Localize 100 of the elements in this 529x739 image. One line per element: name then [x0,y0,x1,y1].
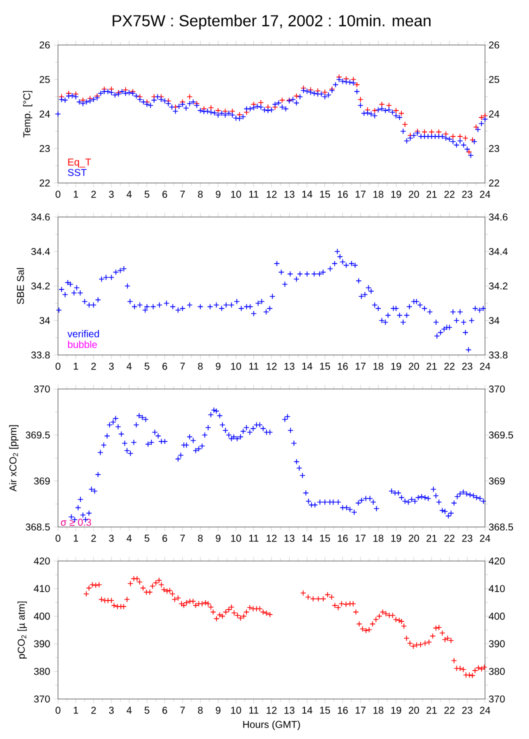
x-tick-label: 6 [162,534,168,542]
x-tick-label: 15 [320,706,330,714]
x-tick-label: 9 [216,362,220,370]
y2-tick-label: 380 [488,668,505,675]
x-tick-label: 10 [231,190,242,198]
annotation: σ ≥ 0.3 [60,518,92,526]
x-tick-label: 22 [444,534,454,542]
x-tick-label: 17 [356,362,366,370]
y-axis-title: Air xCO$_{2}$ [ppm] [9,425,18,492]
y-tick-label: 369.5 [26,431,50,439]
x-tick-label: 20 [408,534,419,542]
series-label: verified [67,330,99,338]
x-tick-label: 24 [480,534,490,542]
y-tick-label: 410 [34,585,50,592]
y-axis-title: pCO$_{2}$ [µ atm] [17,602,27,658]
y-tick-label: 370 [34,695,50,703]
x-tick-label: 13 [284,706,294,714]
y-tick-label: 420 [34,557,50,565]
y-tick-label: 380 [34,668,50,675]
x-tick-label: 1 [74,362,78,370]
x-tick-label: 14 [302,190,312,198]
y-tick-label: 25 [40,76,50,84]
x-tick-label: 7 [180,534,185,542]
chart-title: PX75W : September 17, 2002 : 10min. mean [112,14,431,30]
x-tick-label: 9 [216,706,220,714]
x-tick-label: 21 [426,190,437,198]
x-tick-label: 24 [480,706,490,714]
x-tick-label: 12 [266,362,277,370]
x-tick-label: 7 [180,362,185,370]
x-tick-label: 14 [302,534,312,542]
x-tick-label: 17 [356,190,366,198]
x-tick-label: 14 [302,706,312,714]
x-tick-label: 1 [74,706,78,714]
x-tick-label: 18 [373,706,384,714]
x-tick-label: 22 [444,706,454,714]
x-tick-label: 5 [144,362,150,370]
x-tick-label: 17 [356,706,366,714]
y2-tick-label: 390 [488,640,505,648]
x-tick-label: 7 [180,190,185,198]
x-tick-label: 19 [391,362,402,370]
x-axis-title: Hours (GMT) [243,720,300,730]
x-tick-label: 11 [249,190,258,198]
y-tick-label: 390 [34,640,50,648]
x-tick-label: 12 [266,190,277,198]
y2-tick-label: 34.6 [488,213,508,221]
x-tick-label: 6 [162,362,168,370]
x-tick-label: 6 [162,190,168,198]
x-tick-label: 22 [444,362,454,370]
x-tick-label: 21 [426,706,437,714]
x-tick-label: 11 [249,534,258,542]
x-tick-label: 11 [249,362,258,370]
x-tick-label: 22 [444,190,454,198]
x-tick-label: 14 [302,362,312,370]
y2-tick-label: 400 [488,612,505,620]
y2-tick-label: 370 [488,385,505,393]
x-tick-label: 2 [91,362,96,370]
y2-tick-label: 23 [489,144,500,152]
y-tick-label: 26 [40,41,50,49]
y-axis-title: Temp. [°C] [23,90,32,138]
x-tick-label: 4 [126,706,132,714]
x-tick-label: 19 [391,534,402,542]
x-tick-label: 23 [462,362,472,370]
x-tick-label: 13 [284,190,294,198]
y2-tick-label: 410 [488,585,505,592]
x-tick-label: 23 [462,534,472,542]
y-tick-label: 24 [40,110,50,118]
y-tick-label: 34.2 [31,282,50,290]
x-tick-label: 3 [108,362,114,370]
x-tick-label: 8 [198,362,203,370]
y2-tick-label: 369 [488,477,505,485]
y-tick-label: 34.4 [31,248,50,256]
x-tick-label: 0 [56,706,60,714]
x-tick-label: 8 [198,706,203,714]
x-tick-label: 15 [320,190,330,198]
x-tick-label: 0 [56,534,60,542]
x-tick-label: 12 [266,706,277,714]
x-tick-label: 18 [373,534,384,542]
x-tick-label: 19 [391,706,402,714]
x-tick-label: 12 [266,534,277,542]
x-tick-label: 9 [216,534,220,542]
x-tick-label: 1 [74,190,78,198]
x-tick-label: 19 [391,190,402,198]
y-tick-label: 34.6 [31,213,50,221]
x-tick-label: 21 [426,534,437,542]
y2-tick-label: 34.4 [488,248,508,256]
x-tick-label: 2 [91,706,96,714]
x-tick-label: 0 [56,190,60,198]
x-tick-label: 16 [338,534,348,542]
x-tick-label: 16 [338,706,348,714]
x-tick-label: 0 [56,362,60,370]
y2-tick-label: 26 [489,41,500,49]
x-tick-label: 17 [356,534,366,542]
x-tick-label: 10 [231,362,242,370]
x-tick-label: 10 [231,706,242,714]
x-tick-label: 3 [108,706,114,714]
y-tick-label: 33.8 [31,351,50,359]
x-tick-label: 23 [462,706,472,714]
y2-tick-label: 34.2 [488,282,508,290]
x-tick-label: 18 [373,190,384,198]
y-tick-label: 22 [40,180,50,186]
